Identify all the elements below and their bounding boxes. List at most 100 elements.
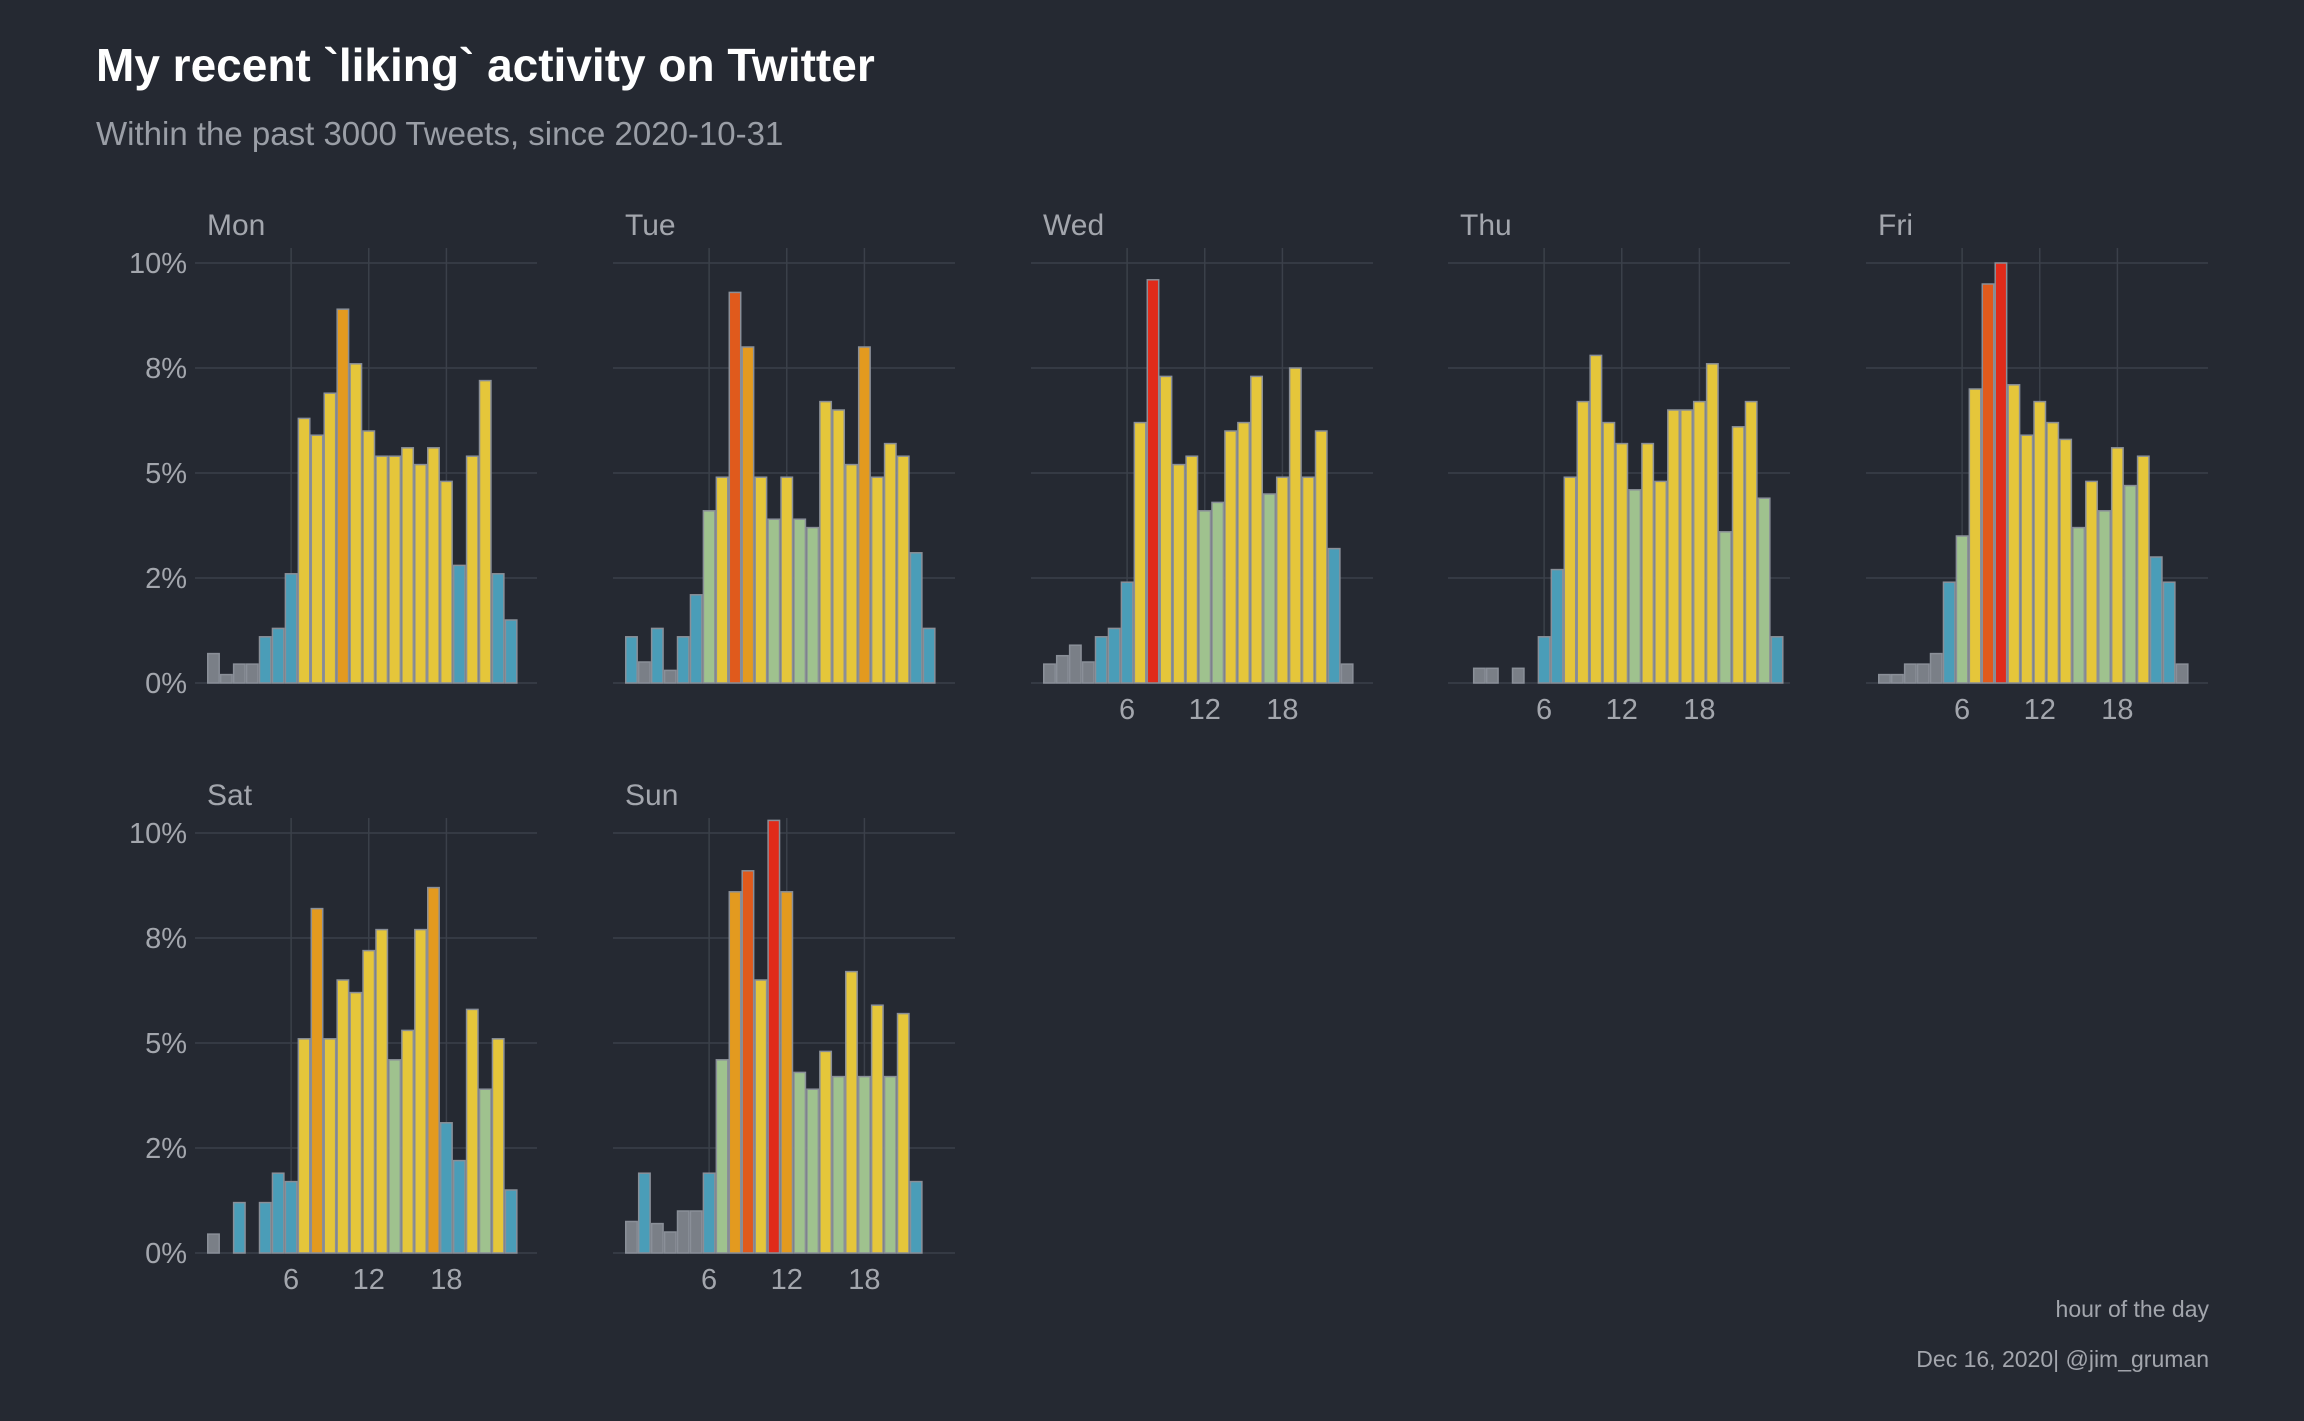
bar-thu-h22	[1744, 400, 1758, 684]
bar-wed-h15	[1237, 421, 1251, 684]
bar-thu-h15	[1654, 480, 1668, 684]
bar-fri-h11	[2020, 434, 2034, 684]
bar-sun-h18	[857, 1075, 871, 1254]
bar-sat-h9	[323, 1038, 337, 1254]
chart-subtitle: Within the past 3000 Tweets, since 2020-…	[96, 115, 784, 152]
y-tick-label: 2%	[145, 1133, 187, 1165]
bar-wed-h9	[1159, 375, 1173, 684]
bar-sun-h22	[909, 1180, 923, 1254]
bar-tue-h2	[650, 627, 664, 684]
bar-fri-h9	[1994, 262, 2008, 684]
bar-sat-h18	[439, 1122, 453, 1254]
bar-wed-h2	[1068, 644, 1082, 684]
bar-tue-h6	[702, 510, 716, 684]
bar-wed-h20	[1301, 476, 1315, 684]
bar-sat-h23	[504, 1189, 518, 1254]
bar-tue-h12	[780, 476, 794, 684]
bar-sat-h8	[310, 907, 324, 1254]
panel-label-thu: Thu	[1460, 209, 1512, 242]
bar-fri-h5	[1942, 581, 1956, 684]
panel-label-sat: Sat	[207, 779, 253, 812]
bar-sat-h11	[349, 991, 363, 1254]
bar-fri-h19	[2123, 484, 2137, 684]
bar-sun-h17	[845, 970, 858, 1254]
bar-thu-h13	[1628, 489, 1642, 684]
bar-tue-h10	[754, 476, 768, 684]
x-tick-label: 12	[1606, 694, 1638, 726]
bar-wed-h5	[1107, 627, 1121, 684]
bar-fri-h8	[1981, 283, 1995, 684]
y-tick-label: 5%	[145, 458, 187, 490]
bar-mon-h6	[284, 573, 298, 684]
bar-mon-h23	[504, 619, 518, 684]
bar-tue-h3	[663, 669, 677, 684]
bar-sun-h4	[676, 1210, 690, 1254]
bar-thu-h2	[1485, 667, 1499, 684]
y-tick-label: 0%	[145, 1238, 187, 1270]
bar-tue-h5	[689, 594, 703, 684]
bar-tue-h14	[806, 526, 820, 684]
x-tick-label: 12	[771, 1264, 803, 1296]
bar-fri-h16	[2085, 480, 2099, 684]
bar-sat-h13	[375, 928, 389, 1254]
bar-wed-h21	[1314, 430, 1328, 684]
panel-label-wed: Wed	[1043, 209, 1104, 242]
bar-sun-h13	[793, 1071, 807, 1254]
bar-sun-h3	[663, 1231, 677, 1254]
bar-fri-h17	[2098, 510, 2111, 684]
bar-thu-h21	[1731, 426, 1745, 684]
x-tick-label: 12	[2024, 694, 2056, 726]
bar-fri-h15	[2072, 526, 2086, 684]
bar-tue-h9	[741, 346, 755, 684]
bar-fri-h14	[2059, 438, 2073, 684]
bar-sat-h6	[284, 1180, 298, 1254]
bar-wed-h8	[1146, 279, 1160, 684]
y-tick-label: 10%	[129, 818, 187, 850]
bar-thu-h6	[1537, 636, 1551, 684]
y-tick-label: 8%	[145, 353, 187, 385]
bar-sun-h8	[728, 891, 742, 1254]
bar-thu-h14	[1641, 442, 1655, 684]
x-tick-label: 6	[283, 1264, 299, 1296]
bar-tue-h23	[922, 627, 936, 684]
bar-wed-h13	[1211, 501, 1225, 684]
bar-mon-h19	[452, 564, 466, 684]
bar-wed-h10	[1172, 463, 1186, 684]
bar-wed-h22	[1327, 547, 1341, 684]
bar-mon-h14	[388, 455, 402, 684]
bar-fri-h13	[2046, 421, 2060, 684]
bar-mon-h1	[219, 673, 233, 684]
bar-tue-h1	[637, 661, 651, 684]
x-tick-label: 18	[848, 1264, 880, 1296]
bar-tue-h13	[793, 518, 807, 684]
bar-wed-h6	[1120, 581, 1134, 684]
chart-title: My recent `liking` activity on Twitter	[96, 39, 875, 91]
bar-sun-h2	[650, 1222, 664, 1254]
bar-fri-h6	[1955, 535, 1969, 684]
x-tick-label: 18	[1683, 694, 1715, 726]
bar-mon-h8	[310, 434, 324, 684]
bar-wed-h16	[1250, 375, 1264, 684]
x-tick-label: 6	[1119, 694, 1135, 726]
bar-sun-h19	[870, 1004, 884, 1254]
bar-tue-h17	[845, 463, 858, 684]
bar-sat-h12	[362, 949, 376, 1254]
bar-sun-h20	[883, 1075, 897, 1254]
bar-wed-h4	[1094, 636, 1108, 684]
bar-mon-h3	[245, 663, 259, 684]
bar-mon-h12	[362, 430, 376, 684]
bar-thu-h19	[1705, 363, 1719, 684]
bar-sat-h10	[336, 979, 350, 1254]
bar-fri-h21	[2149, 556, 2163, 684]
panel-label-mon: Mon	[207, 209, 265, 242]
bar-sun-h11	[767, 819, 781, 1254]
bar-tue-h15	[819, 400, 833, 684]
bar-thu-h9	[1576, 400, 1590, 684]
bar-tue-h21	[896, 455, 910, 684]
panel-label-fri: Fri	[1878, 209, 1913, 242]
bar-wed-h17	[1263, 493, 1276, 684]
bar-tue-h16	[832, 409, 846, 684]
bar-thu-h16	[1667, 409, 1681, 684]
y-tick-label: 10%	[129, 248, 187, 280]
bar-sun-h9	[741, 870, 755, 1254]
